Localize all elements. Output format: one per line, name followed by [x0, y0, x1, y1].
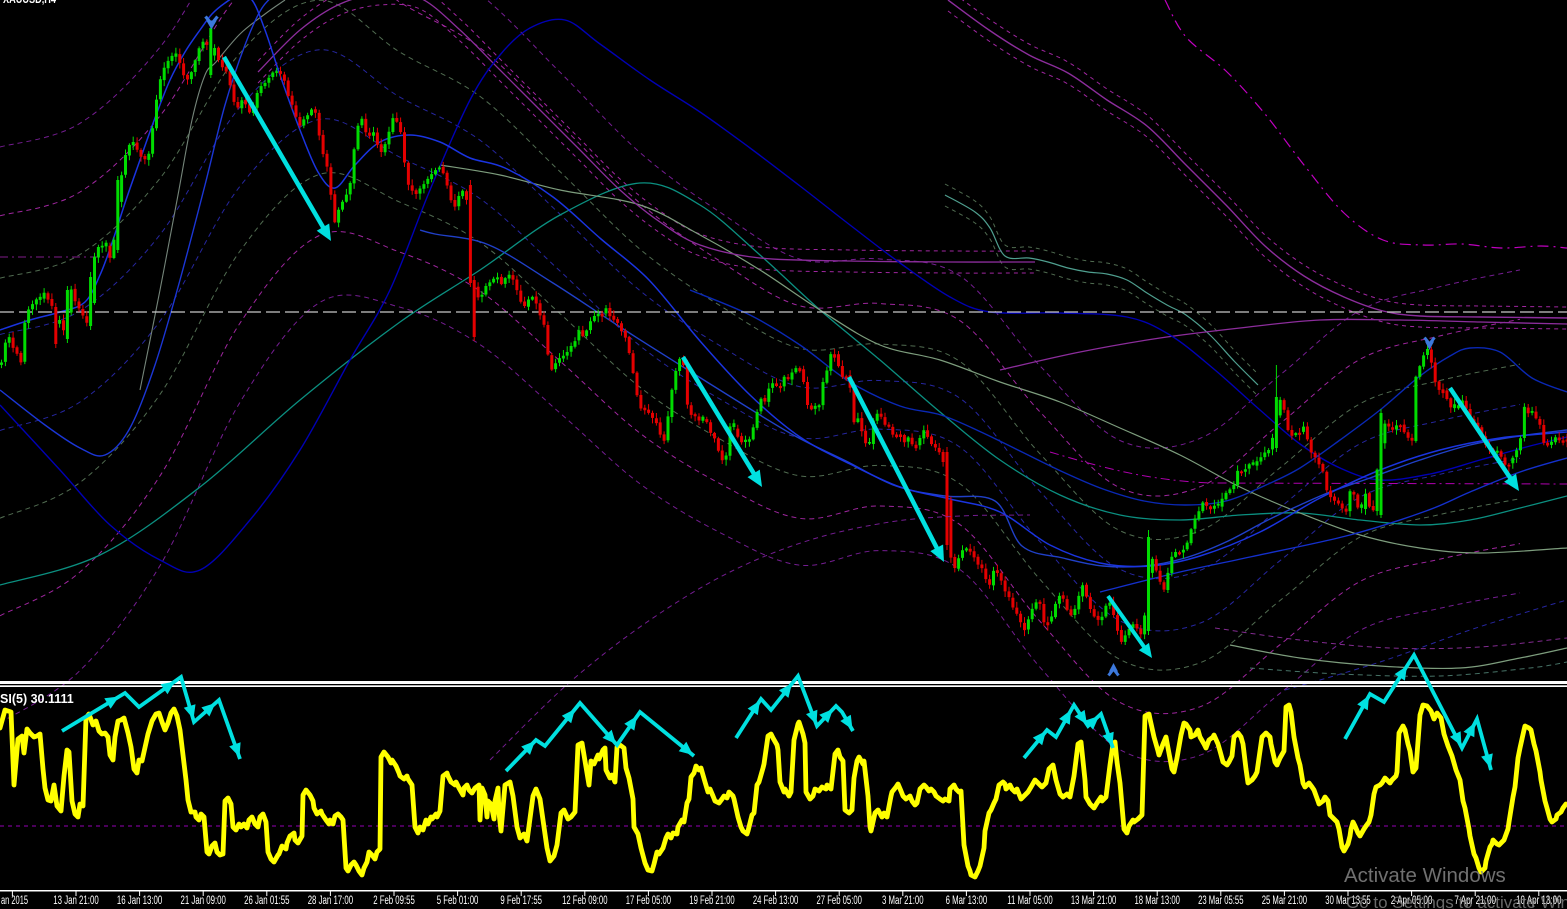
svg-text:10 Apr 13:00: 10 Apr 13:00 [1516, 895, 1561, 907]
svg-text:9 Feb 17:55: 9 Feb 17:55 [500, 895, 542, 907]
svg-text:21 Jan 09:00: 21 Jan 09:00 [181, 895, 226, 907]
svg-text:13 Mar 21:00: 13 Mar 21:00 [1071, 895, 1116, 907]
svg-text:Go to Settings to activate Win: Go to Settings to activate Windows [1346, 893, 1567, 909]
svg-text:27 Feb 05:00: 27 Feb 05:00 [817, 895, 862, 907]
svg-text:7 Apr 21:00: 7 Apr 21:00 [1454, 895, 1496, 907]
svg-text:19 Feb 21:00: 19 Feb 21:00 [689, 895, 734, 907]
svg-text:12 Feb 09:00: 12 Feb 09:00 [562, 895, 607, 907]
svg-text:23 Mar 05:55: 23 Mar 05:55 [1198, 895, 1243, 907]
svg-text:5 Feb 01:00: 5 Feb 01:00 [437, 895, 479, 907]
svg-text:3 Mar 21:00: 3 Mar 21:00 [882, 895, 924, 907]
svg-text:18 Mar 13:00: 18 Mar 13:00 [1135, 895, 1180, 907]
svg-text:11 Mar 05:00: 11 Mar 05:00 [1007, 895, 1052, 907]
svg-text:2 Feb 09:55: 2 Feb 09:55 [373, 895, 415, 907]
svg-text:XAUUSD,H4: XAUUSD,H4 [3, 0, 56, 6]
svg-text:24 Feb 13:00: 24 Feb 13:00 [753, 895, 798, 907]
svg-text:RSI(5) 30.1111: RSI(5) 30.1111 [0, 692, 74, 706]
svg-text:6 Mar 13:00: 6 Mar 13:00 [946, 895, 988, 907]
svg-text:16 Jan 13:00: 16 Jan 13:00 [117, 895, 162, 907]
svg-text:25 Mar 21:00: 25 Mar 21:00 [1262, 895, 1307, 907]
svg-text:30 Mar 13:55: 30 Mar 13:55 [1325, 895, 1370, 907]
svg-text:26 Jan 01:55: 26 Jan 01:55 [244, 895, 289, 907]
svg-text:an 2015: an 2015 [1, 895, 28, 907]
svg-text:Activate Windows: Activate Windows [1344, 864, 1506, 887]
svg-text:2 Apr 05:00: 2 Apr 05:00 [1391, 895, 1433, 907]
svg-text:28 Jan 17:00: 28 Jan 17:00 [308, 895, 353, 907]
svg-text:13 Jan 21:00: 13 Jan 21:00 [53, 895, 98, 907]
svg-text:17 Feb 05:00: 17 Feb 05:00 [626, 895, 671, 907]
